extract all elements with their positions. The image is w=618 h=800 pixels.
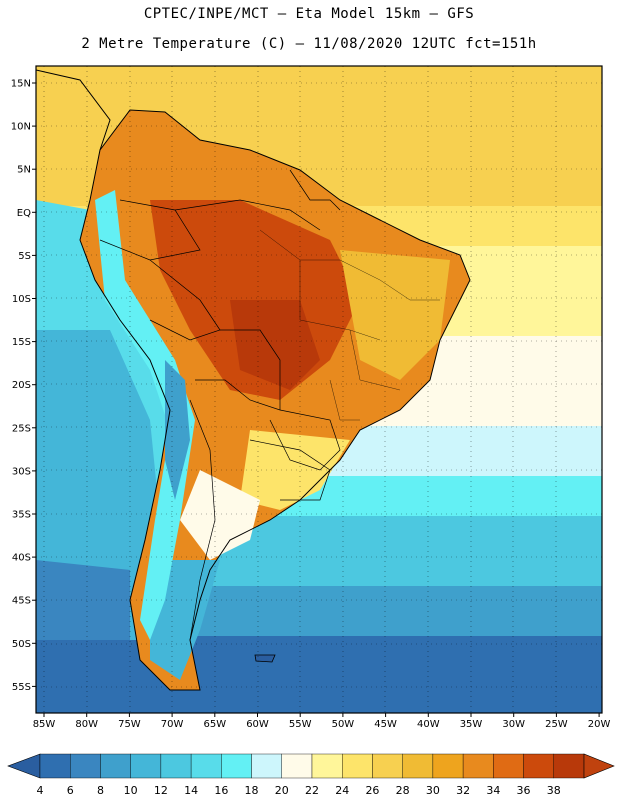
andes-cold-strip bbox=[95, 190, 195, 640]
colorbar-cell bbox=[493, 753, 524, 779]
colorbar-cell bbox=[432, 753, 464, 779]
lon-tick-label: 30W bbox=[502, 719, 525, 730]
coastline bbox=[79, 109, 471, 691]
colorbar-cell bbox=[70, 753, 101, 779]
central-america-land bbox=[36, 70, 110, 150]
latitude-ticks: 15N 10N 5N EQ 5S 10S 15S 20S 25S 30S 35S 40S 45S 50S 5… bbox=[11, 79, 36, 693]
lon-tick-label: 40W bbox=[417, 719, 440, 730]
colorbar-over-arrow bbox=[583, 753, 615, 779]
colorbar-label: 24 bbox=[335, 784, 349, 797]
lon-tick-label: 85W bbox=[33, 719, 56, 730]
colorbar-label: 26 bbox=[365, 784, 379, 797]
andes-high-peaks bbox=[165, 360, 190, 500]
lat-tick-label: 55S bbox=[12, 682, 31, 693]
colorbar-cell bbox=[311, 753, 343, 779]
colorbar-under-arrow bbox=[7, 753, 41, 779]
lat-tick-label: EQ bbox=[17, 208, 31, 219]
colorbar-label: 6 bbox=[67, 784, 74, 797]
colorbar-label: 30 bbox=[426, 784, 440, 797]
lon-tick-label: 20W bbox=[588, 719, 611, 730]
colorbar-label: 8 bbox=[97, 784, 104, 797]
colorbar-label: 28 bbox=[396, 784, 410, 797]
colorbar-label: 22 bbox=[305, 784, 319, 797]
lat-tick-label: 15S bbox=[12, 337, 31, 348]
colorbar-cell bbox=[462, 753, 494, 779]
colorbar-cell bbox=[372, 753, 403, 779]
colorbar-label: 10 bbox=[124, 784, 138, 797]
lon-tick-label: 25W bbox=[545, 719, 568, 730]
central-america-coast bbox=[36, 69, 111, 151]
lon-tick-label: 55W bbox=[289, 719, 312, 730]
colorbar-label: 16 bbox=[214, 784, 228, 797]
lat-tick-label: 40S bbox=[12, 553, 31, 564]
lat-tick-label: 5S bbox=[18, 251, 31, 262]
colorbar-cell bbox=[342, 753, 373, 779]
state-borders bbox=[259, 229, 440, 421]
lon-tick-label: 35W bbox=[460, 719, 483, 730]
temperature-map: 15N 10N 5N EQ 5S 10S 15S 20S 25S 30S 35S 40S 45S 50S 5… bbox=[11, 65, 611, 730]
lat-tick-label: 25S bbox=[12, 423, 31, 434]
colorbar-label: 34 bbox=[486, 784, 500, 797]
colorbar-cell bbox=[553, 753, 585, 779]
colorbar-label: 14 bbox=[184, 784, 198, 797]
lat-tick-label: 30S bbox=[12, 466, 31, 477]
colorbar-cell bbox=[221, 753, 252, 779]
southern-ocean bbox=[36, 640, 602, 713]
longitude-ticks: 85W 80W 75W 70W 65W 60W 55W 50W 45W 40W 35W 30W 25W 2… bbox=[33, 713, 611, 730]
patagonia-region bbox=[150, 560, 220, 680]
lat-tick-label: 15N bbox=[11, 79, 31, 90]
colorbar: 4 6 8 10 12 14 16 18 20 22 24 26 28 30 32 34 36 38 bbox=[7, 753, 615, 797]
lon-tick-label: 75W bbox=[118, 719, 141, 730]
lon-tick-label: 65W bbox=[203, 719, 226, 730]
lat-tick-label: 20S bbox=[12, 380, 31, 391]
lon-tick-label: 70W bbox=[161, 719, 184, 730]
lat-tick-label: 45S bbox=[12, 596, 31, 607]
colorbar-label: 38 bbox=[547, 784, 561, 797]
colorbar-label: 32 bbox=[456, 784, 470, 797]
lat-tick-label: 10N bbox=[11, 122, 31, 133]
map-title-line2: 2 Metre Temperature (C) – 11/08/2020 12U… bbox=[81, 36, 537, 52]
southern-brazil-region bbox=[240, 430, 350, 510]
lat-tick-label: 5N bbox=[17, 165, 31, 176]
falkland-islands bbox=[254, 654, 276, 663]
colorbar-cell bbox=[251, 753, 282, 779]
lat-tick-label: 35S bbox=[12, 510, 31, 521]
colorbar-label: 4 bbox=[37, 784, 44, 797]
colorbar-cell bbox=[130, 753, 162, 779]
lon-tick-label: 50W bbox=[332, 719, 355, 730]
lat-tick-label: 10S bbox=[12, 294, 31, 305]
colorbar-cell bbox=[402, 753, 434, 779]
colorbar-label: 36 bbox=[517, 784, 531, 797]
lon-tick-label: 60W bbox=[246, 719, 269, 730]
map-title-line1: CPTEC/INPE/MCT – Eta Model 15km – GFS bbox=[143, 6, 475, 22]
colorbar-label: 12 bbox=[154, 784, 168, 797]
hottest-region bbox=[230, 300, 320, 390]
colorbar-label: 20 bbox=[275, 784, 289, 797]
northeast-brazil-region bbox=[340, 250, 450, 380]
colorbar-label: 18 bbox=[245, 784, 259, 797]
lon-tick-label: 45W bbox=[374, 719, 397, 730]
pampas-region bbox=[180, 470, 260, 560]
lon-tick-label: 80W bbox=[75, 719, 98, 730]
colorbar-cell bbox=[523, 753, 554, 779]
colorbar-cell bbox=[190, 753, 222, 779]
colorbar-cell bbox=[39, 753, 71, 779]
lat-tick-label: 50S bbox=[12, 639, 31, 650]
colorbar-cell bbox=[281, 753, 313, 779]
colorbar-cell bbox=[100, 753, 131, 779]
colorbar-cell bbox=[160, 753, 192, 779]
map-frame bbox=[35, 65, 603, 714]
